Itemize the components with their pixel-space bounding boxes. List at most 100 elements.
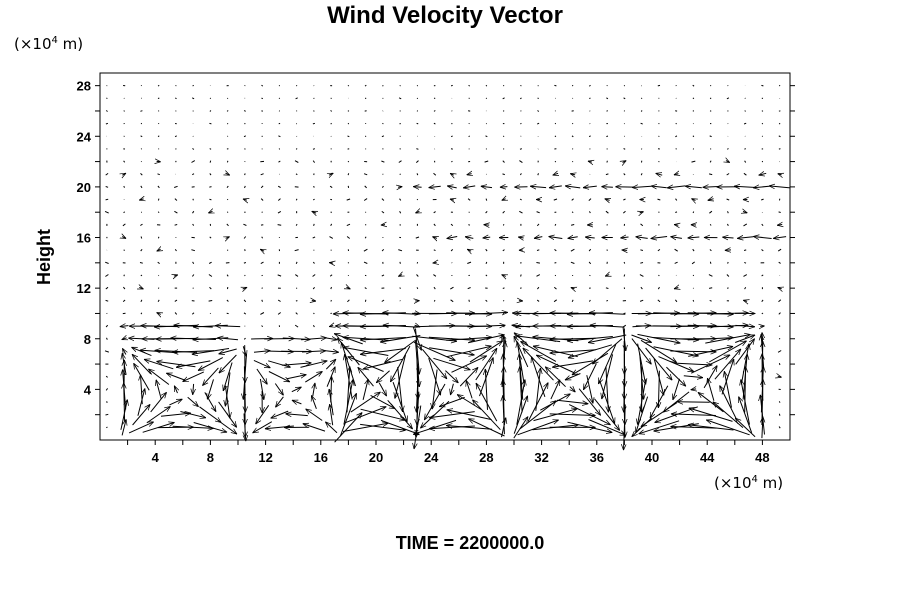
- wind-vector: [347, 135, 350, 138]
- wind-vector: [140, 173, 143, 176]
- wind-vector: [640, 173, 643, 176]
- wind-vector: [744, 261, 747, 264]
- wind-vector: [413, 187, 422, 188]
- wind-vector: [606, 135, 609, 138]
- wind-vector: [475, 348, 497, 381]
- wind-vector: [623, 274, 626, 277]
- wind-vector: [415, 211, 419, 214]
- wind-vector: [536, 211, 540, 214]
- wind-vector: [623, 312, 626, 315]
- wind-vector: [666, 366, 686, 386]
- wind-vector: [329, 185, 333, 189]
- wind-vector: [295, 312, 298, 315]
- wind-vector: [157, 173, 160, 176]
- x-tick-label: 28: [479, 450, 493, 465]
- wind-vector: [295, 287, 298, 289]
- wind-vector: [146, 406, 171, 424]
- wind-vector: [533, 409, 578, 422]
- wind-vector: [485, 135, 488, 138]
- wind-vector: [175, 97, 177, 100]
- wind-vector: [295, 84, 298, 87]
- wind-vector: [623, 161, 627, 163]
- wind-vector: [424, 383, 446, 420]
- wind-vector: [312, 324, 315, 328]
- y-tick-label: 8: [84, 332, 91, 347]
- wind-vector: [778, 362, 781, 366]
- wind-vector: [571, 198, 574, 201]
- wind-vector: [519, 198, 522, 201]
- wind-vector: [445, 370, 458, 383]
- wind-vector: [173, 386, 177, 394]
- wind-vector: [534, 237, 543, 239]
- wind-vector: [294, 160, 299, 163]
- wind-vector: [313, 110, 315, 112]
- wind-vector: [192, 274, 195, 277]
- wind-vector: [451, 160, 453, 163]
- wind-vector: [329, 172, 333, 175]
- wind-vector: [637, 333, 681, 343]
- wind-vector: [692, 211, 695, 214]
- wind-vector: [312, 286, 315, 290]
- wind-vector: [451, 122, 453, 125]
- wind-vector: [709, 210, 713, 214]
- wind-vector: [689, 408, 733, 422]
- wind-vector: [640, 223, 644, 227]
- wind-vector: [295, 261, 298, 265]
- wind-vector: [514, 333, 529, 346]
- wind-vector: [243, 135, 247, 138]
- wind-vector: [674, 174, 679, 175]
- wind-vector: [675, 299, 678, 303]
- wind-vector: [193, 422, 227, 433]
- wind-vector: [778, 122, 781, 125]
- wind-vector: [286, 414, 308, 416]
- y-tick-label: 28: [77, 79, 91, 94]
- wind-vector: [727, 85, 729, 87]
- wind-vector: [412, 326, 421, 351]
- wind-vector: [378, 382, 386, 396]
- wind-vector: [622, 210, 626, 214]
- wind-vector: [294, 324, 299, 328]
- wind-vector: [623, 97, 626, 100]
- wind-vector: [106, 337, 108, 340]
- wind-vector: [347, 299, 350, 303]
- wind-vector: [416, 84, 419, 87]
- wind-vector: [778, 148, 781, 150]
- vector-field: [104, 84, 791, 450]
- wind-vector: [450, 84, 453, 87]
- wind-vector: [157, 198, 160, 201]
- wind-vector: [260, 185, 264, 189]
- wind-vector: [777, 225, 782, 226]
- wind-vector: [261, 299, 263, 302]
- wind-vector: [517, 342, 526, 387]
- wind-vector: [174, 299, 178, 302]
- wind-vector: [243, 337, 246, 340]
- wind-vector: [721, 359, 734, 395]
- wind-vector: [192, 261, 195, 265]
- wind-vector: [122, 173, 126, 175]
- wind-vector: [416, 274, 419, 277]
- wind-vector: [305, 371, 322, 383]
- wind-vector: [554, 223, 557, 226]
- wind-vector: [226, 223, 229, 227]
- wind-vector: [277, 312, 281, 315]
- wind-vector: [261, 135, 263, 138]
- wind-vector: [727, 148, 729, 150]
- wind-vector: [157, 236, 160, 239]
- wind-vector: [727, 261, 729, 264]
- wind-vector: [398, 275, 402, 277]
- wind-vector: [485, 369, 487, 410]
- y-tick-label: 20: [77, 180, 91, 195]
- wind-vector: [450, 286, 454, 290]
- wind-vector: [734, 186, 757, 187]
- wind-vector: [226, 185, 229, 189]
- wind-vector: [140, 110, 143, 112]
- wind-vector: [640, 97, 643, 100]
- wind-vector: [399, 110, 401, 112]
- wind-vector: [588, 135, 591, 138]
- wind-vector: [778, 401, 781, 403]
- x-tick-label: 48: [755, 450, 769, 465]
- wind-vector: [778, 426, 781, 429]
- wind-vector: [209, 186, 212, 188]
- wind-vector: [778, 287, 782, 288]
- wind-vector: [447, 237, 458, 239]
